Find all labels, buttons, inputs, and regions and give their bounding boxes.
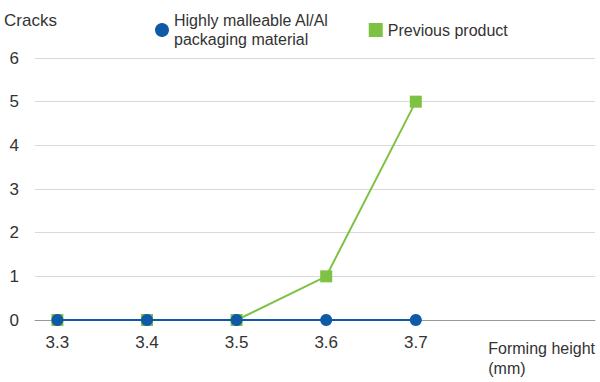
svg-text:3.6: 3.6 [314, 333, 338, 352]
svg-text:3.7: 3.7 [404, 333, 428, 352]
svg-text:1: 1 [10, 267, 19, 286]
svg-text:Cracks: Cracks [4, 11, 57, 30]
svg-text:packaging material: packaging material [174, 31, 308, 48]
svg-text:3.5: 3.5 [225, 333, 249, 352]
svg-text:3.3: 3.3 [46, 333, 70, 352]
svg-text:6: 6 [10, 49, 19, 68]
svg-text:(mm): (mm) [488, 360, 525, 377]
svg-text:2: 2 [10, 223, 19, 242]
svg-text:4: 4 [10, 136, 19, 155]
svg-text:Forming height: Forming height [488, 340, 595, 357]
svg-text:0: 0 [10, 311, 19, 330]
svg-text:3.4: 3.4 [135, 333, 159, 352]
svg-text:Highly malleable Al/Al: Highly malleable Al/Al [174, 12, 328, 29]
svg-text:3: 3 [10, 180, 19, 199]
svg-text:5: 5 [10, 92, 19, 111]
svg-text:Previous product: Previous product [388, 22, 509, 39]
